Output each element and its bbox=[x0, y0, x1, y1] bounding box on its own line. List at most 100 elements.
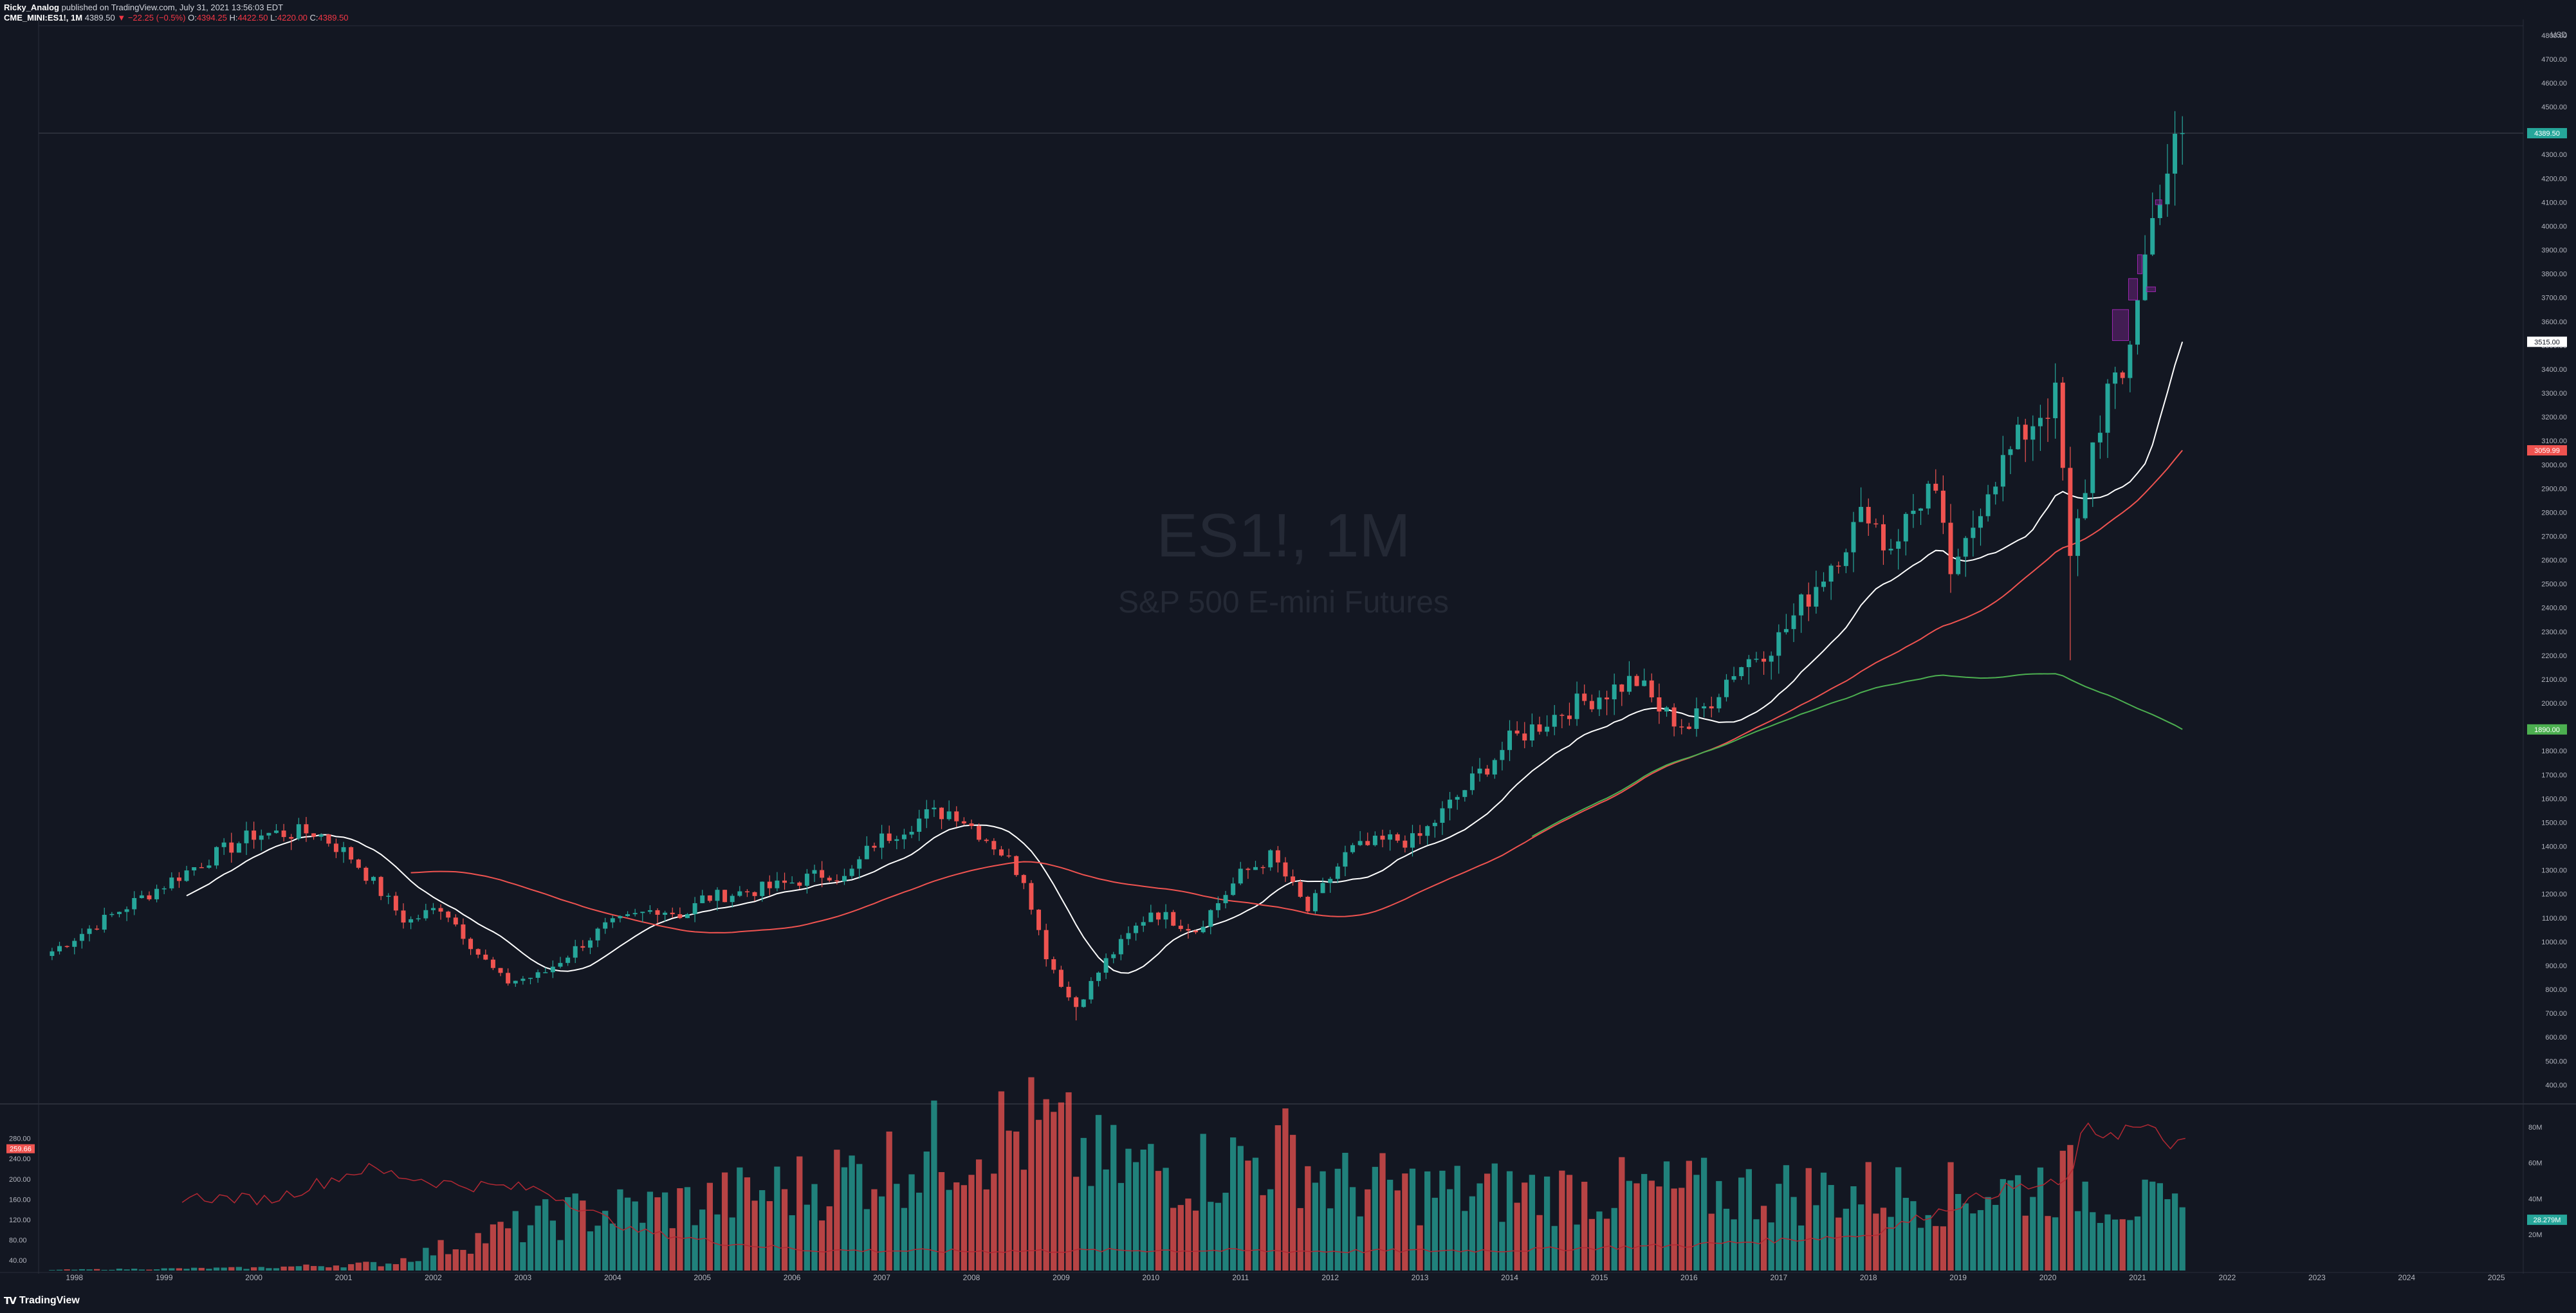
volume-bar bbox=[124, 1269, 130, 1271]
oscillator-last-badge: 259.66 bbox=[10, 1146, 32, 1153]
candle-body bbox=[221, 842, 226, 847]
price-tick-label: 400.00 bbox=[2545, 1081, 2567, 1089]
volume-bar bbox=[1955, 1193, 1962, 1271]
volume-bar bbox=[572, 1193, 578, 1271]
volume-bar bbox=[1446, 1189, 1453, 1271]
volume-bar bbox=[796, 1156, 803, 1271]
oscillator-tick-label: 200.00 bbox=[9, 1176, 31, 1184]
candle-body bbox=[775, 880, 780, 888]
candle-body bbox=[573, 946, 578, 958]
candle-body bbox=[640, 912, 645, 914]
candle-body bbox=[64, 946, 69, 948]
volume-bar bbox=[1522, 1182, 1528, 1271]
volume-bar bbox=[2014, 1175, 2021, 1271]
candle-body bbox=[2008, 449, 2013, 455]
volume-bar bbox=[2052, 1217, 2059, 1271]
volume-bar bbox=[333, 1265, 340, 1271]
candle-body bbox=[827, 877, 832, 881]
volume-bar bbox=[1289, 1135, 1296, 1271]
price-tick-label: 4100.00 bbox=[2541, 199, 2567, 207]
author-name[interactable]: Ricky_Analog bbox=[4, 3, 59, 12]
candle-body bbox=[79, 933, 84, 941]
volume-bar bbox=[318, 1266, 324, 1271]
candle-body bbox=[1305, 897, 1311, 912]
volume-bar bbox=[138, 1269, 145, 1271]
volume-bar bbox=[49, 1270, 55, 1271]
volume-bar bbox=[326, 1267, 332, 1271]
candle-body bbox=[1746, 659, 1751, 668]
candle-body bbox=[1485, 768, 1490, 775]
year-tick-label: 2002 bbox=[425, 1273, 442, 1282]
volume-oscillator-line bbox=[181, 1122, 2185, 1254]
volume-bar bbox=[886, 1131, 892, 1271]
candle-body bbox=[1126, 933, 1131, 939]
candle-body bbox=[252, 831, 257, 840]
volume-bar bbox=[1850, 1186, 1857, 1271]
volume-bar bbox=[228, 1267, 235, 1271]
price-tick-label: 3600.00 bbox=[2541, 318, 2567, 326]
candle-body bbox=[1686, 726, 1691, 730]
volume-bar bbox=[1148, 1144, 1154, 1271]
candle-body bbox=[386, 895, 391, 897]
volume-bar bbox=[235, 1267, 243, 1271]
volume-bar bbox=[624, 1197, 631, 1271]
change-value: −22.25 (−0.5%) bbox=[127, 13, 186, 23]
price-tick-label: 900.00 bbox=[2545, 962, 2567, 970]
candle-body bbox=[50, 951, 55, 956]
candle-body bbox=[1155, 912, 1161, 920]
volume-bar bbox=[692, 1225, 698, 1271]
axes[interactable]: USD 400.00 500.00 600.00 700.00 800.00 900.00 1… bbox=[6, 30, 2567, 1282]
tradingview-footer[interactable]: 𝗧𝗩 TradingView bbox=[4, 1295, 80, 1307]
candle-body bbox=[887, 833, 892, 841]
symbol-label[interactable]: CME_MINI:ES1!, 1M bbox=[4, 13, 83, 23]
candle-body bbox=[468, 939, 474, 950]
price-tick-label: 4200.00 bbox=[2541, 175, 2567, 183]
price-tick-label: 1100.00 bbox=[2542, 915, 2567, 923]
volume-bar bbox=[968, 1175, 975, 1271]
volume-bar bbox=[878, 1196, 885, 1271]
candle-body bbox=[1298, 881, 1303, 897]
candle-body bbox=[722, 890, 728, 903]
candle-body bbox=[1208, 910, 1213, 927]
volume-bar bbox=[729, 1217, 735, 1271]
candle-body bbox=[1971, 528, 1976, 538]
volume-bar bbox=[1386, 1179, 1394, 1271]
volume-bar bbox=[1745, 1169, 1752, 1271]
candle-body bbox=[409, 919, 414, 923]
candle-body bbox=[2173, 133, 2178, 174]
volume-bar bbox=[1760, 1206, 1767, 1271]
volume-bar bbox=[1603, 1218, 1610, 1271]
oscillator-tick-label: 160.00 bbox=[9, 1196, 31, 1204]
candle-body bbox=[1731, 676, 1736, 680]
volume-bar bbox=[1118, 1182, 1125, 1271]
volume-bar bbox=[1192, 1210, 1199, 1271]
candle-body bbox=[1044, 930, 1049, 960]
volume-bar bbox=[699, 1209, 706, 1271]
last-price: 4389.50 bbox=[84, 13, 115, 23]
candle-body bbox=[132, 897, 137, 910]
candle-body bbox=[2068, 468, 2073, 556]
volume-bar bbox=[2030, 1197, 2036, 1271]
volume-bar bbox=[975, 1159, 982, 1271]
candle-body bbox=[520, 978, 526, 981]
volume-bar bbox=[288, 1266, 295, 1271]
candle-body bbox=[1469, 773, 1475, 791]
year-tick-label: 2008 bbox=[963, 1273, 980, 1282]
price-tick-label: 2400.00 bbox=[2541, 605, 2567, 612]
ma-mid-line bbox=[410, 450, 2183, 933]
candle-body bbox=[266, 832, 271, 836]
volume-bar bbox=[766, 1201, 773, 1271]
candle-body bbox=[1432, 823, 1437, 827]
volume-bar bbox=[1693, 1175, 1700, 1271]
volume-bar bbox=[654, 1197, 661, 1271]
candle-body bbox=[932, 807, 937, 809]
volume-bar bbox=[1843, 1208, 1850, 1271]
candle-body bbox=[789, 882, 795, 884]
year-tick-label: 2015 bbox=[1591, 1273, 1608, 1282]
year-tick-label: 2010 bbox=[1142, 1273, 1159, 1282]
volume-bar bbox=[542, 1199, 549, 1271]
year-tick-label: 2004 bbox=[604, 1273, 621, 1282]
volume-bar bbox=[1933, 1226, 1939, 1271]
volume-bar bbox=[1215, 1202, 1222, 1271]
